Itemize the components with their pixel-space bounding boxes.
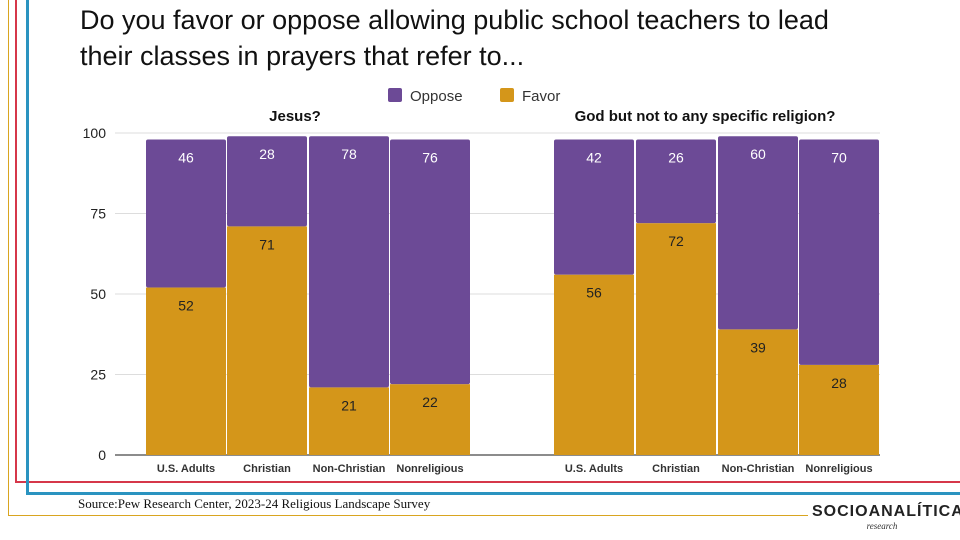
bar-favor — [718, 329, 798, 455]
bar-favor — [636, 223, 716, 455]
y-tick-label: 100 — [83, 125, 107, 141]
y-tick-label: 50 — [90, 286, 106, 302]
legend-swatch-oppose — [388, 88, 402, 102]
chart-title: Do you favor or oppose allowing public s… — [80, 5, 829, 71]
bar-oppose — [718, 136, 798, 330]
frame-line-yellow-h — [8, 515, 808, 516]
x-tick-label: U.S. Adults — [565, 463, 623, 475]
logo: SOCIOANALÍTICA research — [812, 503, 960, 531]
data-label-oppose: 46 — [178, 149, 194, 165]
y-tick-label: 0 — [98, 447, 106, 463]
bar-favor — [554, 274, 634, 455]
bar-favor — [799, 364, 879, 455]
group-title: God but not to any specific religion? — [575, 108, 836, 125]
legend-swatch-favor — [500, 88, 514, 102]
data-label-oppose: 60 — [750, 146, 766, 162]
frame-line-red-h — [15, 481, 960, 483]
x-tick-label: Christian — [652, 463, 700, 475]
bar-favor — [309, 387, 389, 455]
bar-oppose — [146, 139, 226, 288]
source-note: Source:Pew Research Center, 2023-24 Reli… — [78, 496, 431, 511]
x-tick-label: Nonreligious — [396, 463, 463, 475]
logo-sub: research — [866, 521, 898, 531]
legend-label-oppose: Oppose — [410, 88, 463, 105]
bar-favor — [146, 287, 226, 455]
bar-favor — [227, 226, 307, 455]
data-label-favor: 28 — [831, 375, 847, 391]
data-label-favor: 39 — [750, 339, 766, 355]
bar-oppose — [799, 139, 879, 365]
data-label-favor: 22 — [422, 394, 438, 410]
data-label-oppose: 42 — [586, 149, 602, 165]
y-tick-label: 25 — [90, 367, 106, 383]
frame-line-red-v — [15, 0, 17, 482]
x-tick-label: Christian — [243, 463, 291, 475]
bar-oppose — [309, 136, 389, 388]
x-tick-label: U.S. Adults — [157, 463, 215, 475]
bar-favor — [390, 384, 470, 455]
data-label-favor: 21 — [341, 397, 357, 413]
data-label-favor: 52 — [178, 298, 194, 314]
bar-oppose — [227, 136, 307, 227]
data-label-oppose: 28 — [259, 146, 275, 162]
x-tick-label: Non-Christian — [313, 463, 386, 475]
data-label-favor: 56 — [586, 285, 602, 301]
bar-oppose — [636, 139, 716, 224]
frame-line-blue-v — [26, 0, 29, 495]
frame-line-blue-h — [26, 492, 960, 495]
x-tick-label: Nonreligious — [805, 463, 872, 475]
data-label-oppose: 26 — [668, 149, 684, 165]
data-label-favor: 71 — [259, 236, 275, 252]
bar-oppose — [554, 139, 634, 275]
x-tick-label: Non-Christian — [722, 463, 795, 475]
group-title: Jesus? — [269, 108, 321, 125]
data-label-oppose: 70 — [831, 149, 847, 165]
data-label-oppose: 78 — [341, 146, 357, 162]
bar-oppose — [390, 139, 470, 385]
logo-name: SOCIOANALÍTICA — [812, 503, 960, 520]
data-label-oppose: 76 — [422, 149, 438, 165]
frame-line-yellow-v — [8, 0, 9, 515]
data-label-favor: 72 — [668, 233, 684, 249]
legend-label-favor: Favor — [522, 88, 560, 105]
y-tick-label: 75 — [90, 206, 106, 222]
